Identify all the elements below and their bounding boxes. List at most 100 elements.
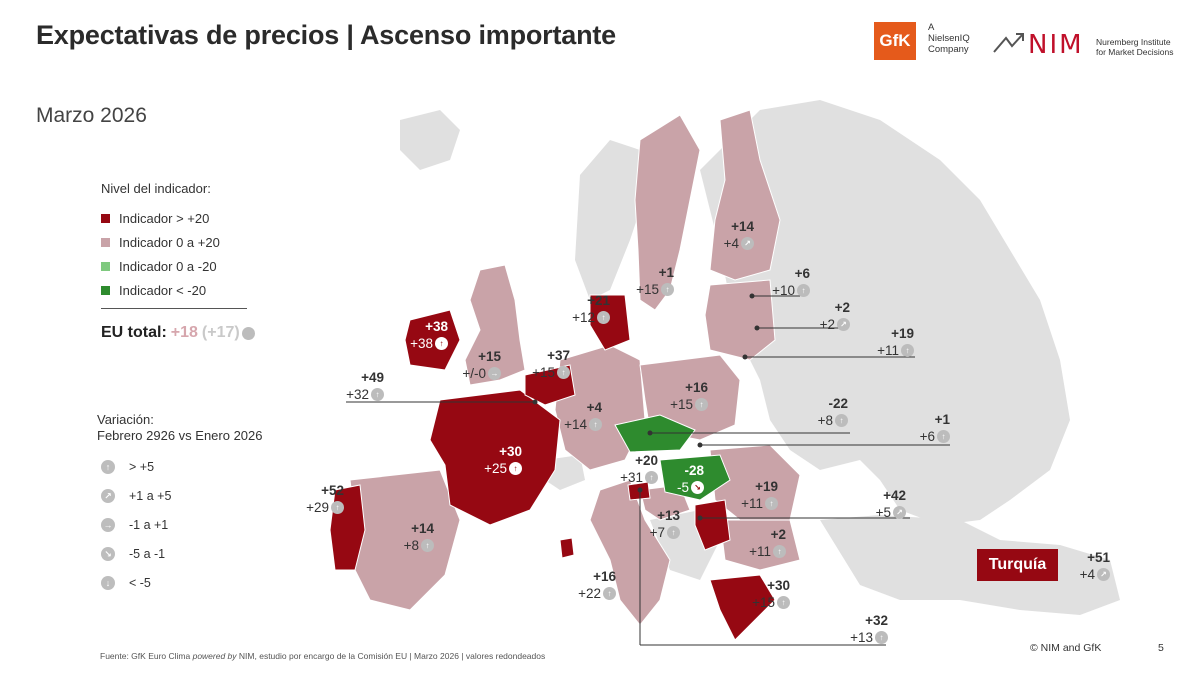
label-bulgaria: +2 +11 ↑: [749, 527, 786, 559]
page-number: 5: [1158, 642, 1164, 654]
leader-dots: [532, 293, 760, 521]
label-ireland: +38 +38 ↑: [410, 319, 448, 351]
arrow-up-right-icon: ↗: [837, 318, 850, 331]
arrow-up-icon: ↑: [421, 539, 434, 552]
arrow-up-icon: ↑: [901, 344, 914, 357]
source-footnote: Fuente: GfK Euro Clima powered by NIM, e…: [100, 651, 546, 661]
swatch-high: [101, 214, 110, 223]
label-spain: +14 +8 ↑: [403, 521, 434, 553]
arrow-up-icon: ↑: [777, 596, 790, 609]
arrow-up-icon: ↑: [667, 526, 680, 539]
page-title: Expectativas de precios | Ascenso import…: [36, 20, 616, 50]
label-finland: +14 +4 ↗: [723, 219, 754, 251]
label-italy: +16 +22 ↑: [578, 569, 616, 601]
ireland-shape: [404, 309, 461, 371]
label-romania: +19 +11 ↑: [741, 479, 778, 511]
arrow-up-icon: ↑: [765, 497, 778, 510]
high-level-countries: [329, 294, 776, 641]
nim-logo: NIM: [1028, 30, 1084, 60]
france-shape: [429, 389, 561, 526]
variation-item-up-right: ↗ +1 a +5: [101, 489, 171, 503]
label-slovenia: +13 +7 ↑: [649, 508, 680, 540]
arrow-up-icon: ↑: [435, 337, 448, 350]
legend-item-mid: Indicador 0 a +20: [101, 235, 220, 250]
label-lithuania: +19 +11 ↑: [877, 326, 914, 358]
sardinia-shape: [559, 537, 575, 559]
arrow-up-icon: ↑: [101, 460, 115, 474]
label-austria: +20 +31 ↑: [620, 453, 658, 485]
label-slovakia: +1 +6 ↑: [919, 412, 950, 444]
arrow-up-right-icon: ↗: [741, 237, 754, 250]
label-france: +30 +25 ↑: [484, 444, 522, 476]
baltics-shape: [704, 279, 776, 361]
swatch-mid: [101, 238, 110, 247]
arrow-up-icon: ↑: [557, 366, 570, 379]
arrow-up-icon: ↑: [695, 398, 708, 411]
serbia-shape: [694, 499, 731, 551]
arrow-up-icon: ↑: [589, 418, 602, 431]
label-uk: +15 +/-0 →: [462, 349, 501, 381]
label-belgium: +37 +15 ↑: [532, 348, 570, 380]
variation-title: Variación: Febrero 2926 vs Enero 2026: [97, 412, 263, 443]
nim-arrow-icon: [993, 33, 1024, 53]
arrow-up-right-icon: ↗: [1097, 568, 1110, 581]
arrow-down-right-icon: ↘: [691, 481, 704, 494]
label-greece: +30 +15 ↑: [752, 578, 790, 610]
label-germany: +4 +14 ↑: [564, 400, 602, 432]
page-subtitle: Marzo 2026: [36, 104, 147, 127]
label-luxembourg: +49 +32 ↑: [346, 370, 384, 402]
arrow-up-icon: ↑: [509, 462, 522, 475]
swatch-low-pos: [101, 262, 110, 271]
turkey-box: Turquía: [977, 549, 1058, 581]
hungary-shape: [659, 454, 731, 501]
uk-shape: [464, 264, 526, 386]
arrow-down-icon: ↓: [101, 576, 115, 590]
denmark-shape: [589, 294, 631, 351]
eu-total: EU total: +18 (+17): [101, 324, 255, 342]
arrow-right-icon: →: [488, 367, 501, 380]
arrow-right-icon: →: [101, 518, 115, 532]
copyright: © NIM and GfK: [1030, 642, 1102, 654]
label-czechia: -22 +8 ↑: [817, 396, 848, 428]
label-sweden: +1 +15 ↑: [636, 265, 674, 297]
legend-divider: [101, 308, 247, 309]
arrow-up-icon: ↑: [875, 631, 888, 644]
arrow-up-icon: ↑: [797, 284, 810, 297]
label-cyprus: +32 +13 ↑: [850, 613, 888, 645]
variation-item-down-right: ↘ -5 a -1: [101, 547, 165, 561]
leader-lines: [346, 295, 950, 646]
variation-item-up: ↑ > +5: [101, 460, 154, 474]
gfk-logo-subtext: A NielsenIQ Company: [928, 22, 970, 55]
legend-item-low-pos: Indicador 0 a -20: [101, 259, 217, 274]
arrow-up-icon: ↑: [603, 587, 616, 600]
nim-logo-subtext: Nuremberg Institute for Market Decisions: [1096, 37, 1174, 57]
arrow-up-right-icon: ↗: [893, 506, 906, 519]
label-moldova: +42 +5 ↗: [875, 488, 906, 520]
arrow-up-right-icon: ↗: [101, 489, 115, 503]
arrow-down-right-icon: ↘: [101, 547, 115, 561]
legend-title: Nivel del indicador:: [101, 181, 211, 196]
arrow-up-icon: ↑: [773, 545, 786, 558]
arrow-up-icon: ↑: [645, 471, 658, 484]
gfk-logo: GfK: [874, 22, 916, 60]
swatch-low-neg: [101, 286, 110, 295]
arrow-up-icon: ↑: [661, 283, 674, 296]
label-portugal: +52 +29 ↑: [306, 483, 344, 515]
label-denmark: +21 +12 ↑: [572, 293, 610, 325]
finland-shape: [709, 109, 781, 281]
variation-item-right: → -1 a +1: [101, 518, 168, 532]
arrow-up-icon: ↑: [937, 430, 950, 443]
label-turkey: +51 +4 ↗: [1079, 550, 1110, 582]
arrow-up-icon: ↑: [371, 388, 384, 401]
arrow-up-icon: ↑: [597, 311, 610, 324]
legend-item-high: Indicador > +20: [101, 211, 209, 226]
variation-item-down: ↓ < -5: [101, 576, 151, 590]
arrow-up-right-icon: [241, 326, 255, 340]
arrow-up-icon: ↑: [331, 501, 344, 514]
label-latvia: +2 +2 ↗: [819, 300, 850, 332]
label-poland: +16 +15 ↑: [670, 380, 708, 412]
greece-shape: [709, 574, 776, 641]
label-hungary: -28 -5 ↘: [676, 463, 704, 495]
arrow-up-icon: ↑: [835, 414, 848, 427]
